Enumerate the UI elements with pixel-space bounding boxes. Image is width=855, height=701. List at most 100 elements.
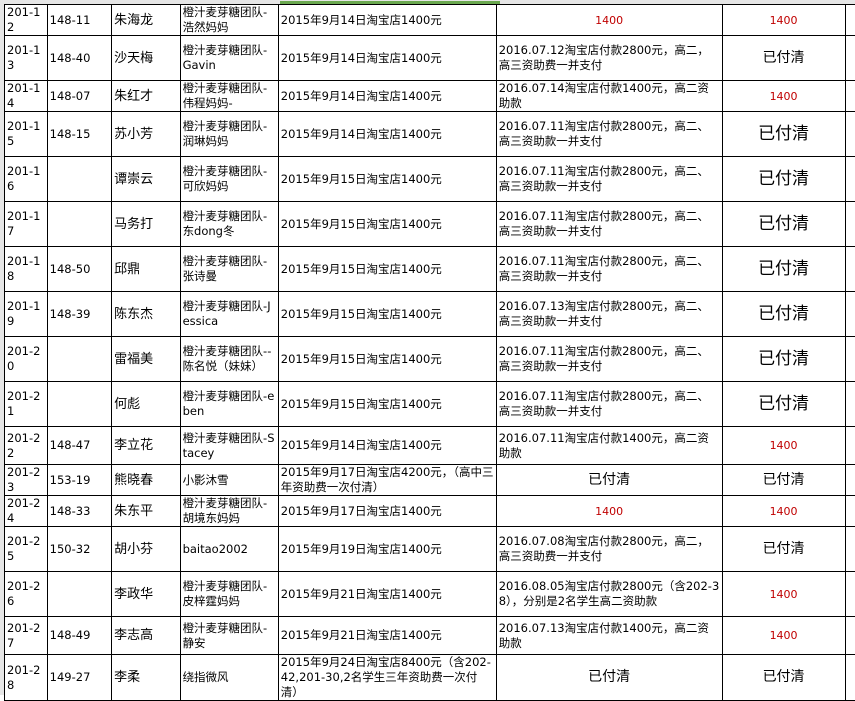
cell-date[interactable]: 2015年9月14日淘宝店1400元 bbox=[278, 36, 496, 81]
cell-empty[interactable] bbox=[845, 465, 855, 496]
cell-date[interactable]: 2015年9月15日淘宝店1400元 bbox=[278, 292, 496, 337]
cell-code[interactable]: 153-19 bbox=[47, 465, 111, 496]
cell-payment[interactable]: 2016.07.13淘宝店付款2800元，高二、高三资助款一并支付 bbox=[496, 292, 722, 337]
cell-id[interactable]: 201-15 bbox=[5, 112, 48, 157]
cell-date[interactable]: 2015年9月14日淘宝店1400元 bbox=[278, 427, 496, 465]
cell-name[interactable]: 沙天梅 bbox=[112, 36, 180, 81]
cell-payment[interactable]: 2016.07.11淘宝店付款2800元，高二、高三资助款一并支付 bbox=[496, 157, 722, 202]
cell-name[interactable]: 苏小芳 bbox=[112, 112, 180, 157]
cell-code[interactable]: 148-07 bbox=[47, 81, 111, 112]
cell-team[interactable]: 绕指微风 bbox=[180, 655, 278, 701]
cell-status[interactable]: 已付清 bbox=[722, 655, 845, 701]
cell-empty[interactable] bbox=[845, 527, 855, 572]
cell-status[interactable]: 已付清 bbox=[722, 527, 845, 572]
cell-empty[interactable] bbox=[845, 572, 855, 617]
cell-date[interactable]: 2015年9月15日淘宝店1400元 bbox=[278, 202, 496, 247]
cell-code[interactable] bbox=[47, 202, 111, 247]
cell-payment[interactable]: 2016.07.08淘宝店付款2800元，高二，高三资助费一并支付 bbox=[496, 527, 722, 572]
cell-id[interactable]: 201-14 bbox=[5, 81, 48, 112]
cell-empty[interactable] bbox=[845, 112, 855, 157]
cell-id[interactable]: 201-27 bbox=[5, 617, 48, 655]
cell-code[interactable]: 148-40 bbox=[47, 36, 111, 81]
cell-status[interactable]: 1400 bbox=[722, 496, 845, 527]
cell-name[interactable]: 朱红才 bbox=[112, 81, 180, 112]
cell-team[interactable]: 橙汁麦芽糖团队-胡境东妈妈 bbox=[180, 496, 278, 527]
cell-code[interactable]: 148-39 bbox=[47, 292, 111, 337]
cell-team[interactable]: 橙汁麦芽糖团队-Gavin bbox=[180, 36, 278, 81]
cell-team[interactable]: 橙汁麦芽糖团队-可欣妈妈 bbox=[180, 157, 278, 202]
cell-id[interactable]: 201-21 bbox=[5, 382, 48, 427]
cell-name[interactable]: 熊晓春 bbox=[112, 465, 180, 496]
cell-code[interactable] bbox=[47, 157, 111, 202]
cell-team[interactable]: 橙汁麦芽糖团队-Stacey bbox=[180, 427, 278, 465]
cell-payment[interactable]: 2016.07.11淘宝店付款2800元，高二、高三资助款一并支付 bbox=[496, 247, 722, 292]
cell-id[interactable]: 201-13 bbox=[5, 36, 48, 81]
cell-team[interactable]: 小影沐雪 bbox=[180, 465, 278, 496]
cell-team[interactable]: baitao2002 bbox=[180, 527, 278, 572]
cell-name[interactable]: 朱海龙 bbox=[112, 5, 180, 36]
cell-code[interactable]: 148-15 bbox=[47, 112, 111, 157]
cell-status[interactable]: 1400 bbox=[722, 427, 845, 465]
cell-empty[interactable] bbox=[845, 5, 855, 36]
cell-status[interactable]: 1400 bbox=[722, 617, 845, 655]
cell-empty[interactable] bbox=[845, 382, 855, 427]
cell-empty[interactable] bbox=[845, 36, 855, 81]
cell-code[interactable]: 148-33 bbox=[47, 496, 111, 527]
cell-payment[interactable]: 2016.07.11淘宝店付款2800元，高二、高三资助款一并支付 bbox=[496, 112, 722, 157]
cell-team[interactable]: 橙汁麦芽糖团队-浩然妈妈 bbox=[180, 5, 278, 36]
cell-empty[interactable] bbox=[845, 202, 855, 247]
cell-payment[interactable]: 已付清 bbox=[496, 655, 722, 701]
cell-id[interactable]: 201-19 bbox=[5, 292, 48, 337]
cell-name[interactable]: 雷福美 bbox=[112, 337, 180, 382]
cell-name[interactable]: 李立花 bbox=[112, 427, 180, 465]
cell-name[interactable]: 李政华 bbox=[112, 572, 180, 617]
cell-date[interactable]: 2015年9月24日淘宝店8400元（含202-42,201-30,2名学生三年… bbox=[278, 655, 496, 701]
cell-name[interactable]: 谭崇云 bbox=[112, 157, 180, 202]
cell-payment[interactable]: 1400 bbox=[496, 496, 722, 527]
cell-payment[interactable]: 2016.07.14淘宝店付款1400元，高二资助款 bbox=[496, 81, 722, 112]
cell-payment[interactable]: 2016.07.13淘宝店付款1400元，高二资助款 bbox=[496, 617, 722, 655]
cell-status[interactable]: 已付清 bbox=[722, 247, 845, 292]
cell-id[interactable]: 201-23 bbox=[5, 465, 48, 496]
cell-date[interactable]: 2015年9月19日淘宝店1400元 bbox=[278, 527, 496, 572]
cell-status[interactable]: 1400 bbox=[722, 81, 845, 112]
cell-code[interactable]: 148-50 bbox=[47, 247, 111, 292]
cell-team[interactable]: 橙汁麦芽糖团队-eben bbox=[180, 382, 278, 427]
cell-id[interactable]: 201-22 bbox=[5, 427, 48, 465]
cell-code[interactable]: 148-49 bbox=[47, 617, 111, 655]
cell-status[interactable]: 已付清 bbox=[722, 36, 845, 81]
cell-date[interactable]: 2015年9月21日淘宝店1400元 bbox=[278, 572, 496, 617]
cell-name[interactable]: 何彪 bbox=[112, 382, 180, 427]
cell-team[interactable]: 橙汁麦芽糖团队-静安 bbox=[180, 617, 278, 655]
cell-id[interactable]: 201-17 bbox=[5, 202, 48, 247]
cell-status[interactable]: 已付清 bbox=[722, 112, 845, 157]
cell-team[interactable]: 橙汁麦芽糖团队-张诗曼 bbox=[180, 247, 278, 292]
cell-team[interactable]: 橙汁麦芽糖团队-东dong冬 bbox=[180, 202, 278, 247]
cell-status[interactable]: 1400 bbox=[722, 572, 845, 617]
cell-team[interactable]: 橙汁麦芽糖团队-润琳妈妈 bbox=[180, 112, 278, 157]
cell-payment[interactable]: 2016.07.11淘宝店付款2800元，高二、高三资助款一并支付 bbox=[496, 382, 722, 427]
cell-empty[interactable] bbox=[845, 292, 855, 337]
cell-payment[interactable]: 2016.07.11淘宝店付款1400元，高二资助款 bbox=[496, 427, 722, 465]
cell-code[interactable] bbox=[47, 337, 111, 382]
cell-team[interactable]: 橙汁麦芽糖团队--陈名悦（妹妹） bbox=[180, 337, 278, 382]
cell-date[interactable]: 2015年9月15日淘宝店1400元 bbox=[278, 247, 496, 292]
cell-id[interactable]: 201-16 bbox=[5, 157, 48, 202]
cell-id[interactable]: 201-26 bbox=[5, 572, 48, 617]
cell-id[interactable]: 201-25 bbox=[5, 527, 48, 572]
cell-date[interactable]: 2015年9月17日淘宝店1400元 bbox=[278, 496, 496, 527]
cell-empty[interactable] bbox=[845, 655, 855, 701]
cell-empty[interactable] bbox=[845, 337, 855, 382]
cell-empty[interactable] bbox=[845, 617, 855, 655]
cell-date[interactable]: 2015年9月21日淘宝店1400元 bbox=[278, 617, 496, 655]
cell-date[interactable]: 2015年9月14日淘宝店1400元 bbox=[278, 81, 496, 112]
cell-team[interactable]: 橙汁麦芽糖团队-皮梓霆妈妈 bbox=[180, 572, 278, 617]
cell-status[interactable]: 1400 bbox=[722, 5, 845, 36]
cell-payment[interactable]: 已付清 bbox=[496, 465, 722, 496]
cell-id[interactable]: 201-24 bbox=[5, 496, 48, 527]
cell-code[interactable]: 150-32 bbox=[47, 527, 111, 572]
cell-code[interactable] bbox=[47, 572, 111, 617]
cell-code[interactable]: 149-27 bbox=[47, 655, 111, 701]
cell-code[interactable] bbox=[47, 382, 111, 427]
cell-name[interactable]: 李柔 bbox=[112, 655, 180, 701]
